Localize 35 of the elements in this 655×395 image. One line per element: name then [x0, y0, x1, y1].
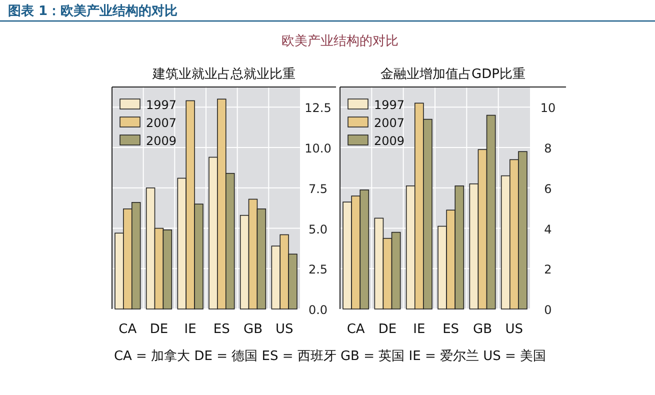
y-tick-label: 2.5 [308, 262, 328, 277]
x-tick-label: GB [244, 322, 262, 337]
y-tick-label: 5.0 [308, 222, 328, 236]
y-tick-label: 6 [544, 182, 552, 196]
y-tick-label: 10.0 [304, 142, 332, 156]
y-tick-label: 8 [544, 142, 552, 156]
chart-title: 建筑业就业占总就业比重 [152, 67, 296, 82]
y-tick-label: 0.0 [308, 303, 328, 317]
y-tick-label: 12.5 [304, 101, 332, 116]
legend-label: 2009 [374, 134, 405, 148]
x-tick-label: IE [184, 322, 196, 337]
chart-title: 金融业增加值占GDP比重 [380, 67, 526, 82]
x-tick-label: US [505, 322, 524, 337]
text: 欧美产业结构的对比 [282, 33, 398, 49]
legend-label: 2007 [374, 116, 405, 130]
x-tick-label: DE [378, 322, 397, 337]
x-tick-label: CA [346, 322, 365, 337]
y-tick-label: 4 [544, 222, 552, 236]
x-tick-label: CA [118, 322, 137, 337]
x-tick-label: IE [413, 322, 426, 337]
text: CA = 加拿大 DE = 德国 ES = 西班牙 GB = 英国 IE = 爱尔兰 US = 美国 [114, 348, 546, 364]
x-tick-label: GB [473, 322, 492, 337]
legend-label: 1997 [146, 98, 177, 112]
y-tick-label: 2 [544, 262, 552, 277]
x-tick-label: ES [213, 322, 230, 337]
legend-label: 2007 [146, 116, 177, 130]
y-tick-label: 7.5 [308, 182, 328, 196]
x-tick-label: US [275, 322, 294, 337]
x-tick-label: ES [442, 322, 460, 337]
y-tick-label: 0 [544, 303, 552, 317]
legend-label: 1997 [374, 98, 405, 112]
x-tick-label: DE [150, 322, 168, 337]
y-tick-label: 10 [540, 101, 556, 116]
legend-label: 2009 [146, 134, 177, 148]
text: 图表 1：欧美产业结构的对比 [8, 3, 178, 19]
